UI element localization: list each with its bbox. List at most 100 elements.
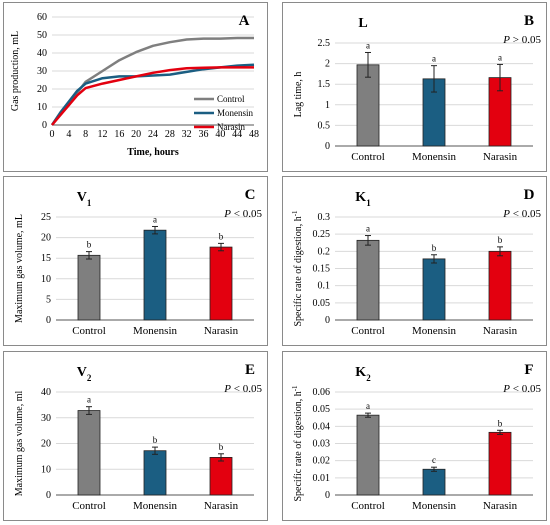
significance-letter: b: [432, 243, 437, 253]
significance-letter: a: [153, 214, 157, 224]
y-tick-label: 0.3: [318, 212, 331, 223]
x-tick-label: 36: [199, 129, 209, 140]
legend-entry: Narasin: [217, 122, 245, 132]
y-tick-label: 1: [325, 100, 330, 111]
x-tick-label: Monensin: [412, 500, 457, 512]
bar-narasin: [209, 246, 233, 321]
x-tick-label: Narasin: [483, 151, 518, 163]
y-tick-label: 0.01: [313, 473, 331, 484]
y-tick-label: 20: [37, 84, 47, 95]
p-value: P > 0.05: [502, 34, 541, 46]
y-tick-label: 0.03: [313, 439, 331, 450]
x-tick-label: 28: [165, 129, 175, 140]
significance-letter: b: [498, 235, 503, 245]
bar-narasin: [488, 250, 512, 321]
bar-narasin: [209, 457, 233, 496]
y-tick-label: 40: [37, 48, 47, 59]
y-tick-label: 0: [325, 141, 330, 152]
x-tick-label: Narasin: [204, 325, 239, 337]
y-tick-label: 0.1: [318, 281, 331, 292]
y-tick-label: 10: [37, 102, 47, 113]
panel-letter: C: [245, 187, 256, 203]
y-tick-label: 1.5: [318, 79, 331, 90]
y-tick-label: 25: [41, 212, 51, 223]
significance-letter: a: [366, 224, 370, 234]
y-tick-label: 0.15: [313, 264, 331, 275]
legend-entry: Monensin: [217, 108, 254, 118]
y-axis-title: Gas production, mL: [10, 31, 21, 111]
y-tick-label: 0.06: [313, 387, 331, 398]
y-tick-label: 0.5: [318, 120, 331, 131]
legend-entry: Control: [217, 94, 245, 104]
y-tick-label: 30: [37, 66, 47, 77]
panel-c: 0 5 10 15 20 25 b Control a Monensin b Narasin Maxim…: [3, 176, 268, 346]
bar-monensin: [143, 450, 167, 496]
p-value: P < 0.05: [502, 208, 541, 220]
x-tick-label: 4: [66, 129, 71, 140]
y-tick-label: 30: [41, 413, 51, 424]
significance-letter: a: [366, 40, 370, 50]
panel-title-sub: 1: [87, 198, 92, 208]
x-tick-label: 8: [83, 129, 88, 140]
chart-c-svg: 0 5 10 15 20 25 b Control a Monensin b Narasin Maxim…: [14, 187, 262, 337]
panel-a: 0 10 20 30 40 50 60 0 4 8 12 16 20 24 28 32 36 40 44 48 Cont…: [3, 2, 268, 172]
bar-monensin: [143, 229, 167, 321]
y-tick-label: 0.25: [313, 229, 331, 240]
x-tick-label: Narasin: [204, 500, 239, 512]
x-axis-title: Time, hours: [127, 147, 179, 158]
significance-letter: a: [498, 52, 502, 62]
x-tick-label: Control: [72, 325, 106, 337]
chart-b-svg: 0 0.5 1 1.5 2 2.5 a Control a Monensin a Narasin Lag…: [293, 13, 541, 163]
y-tick-label: 60: [37, 12, 47, 23]
p-value-symbol: P: [223, 208, 231, 220]
bar-monensin: [422, 468, 446, 496]
panel-title: L: [358, 16, 367, 31]
panel-letter: D: [524, 187, 535, 203]
p-value: P < 0.05: [223, 383, 262, 395]
significance-letter: a: [366, 401, 370, 411]
panel-title-sub: 1: [366, 198, 371, 208]
significance-letter: c: [432, 455, 436, 465]
panel-letter: F: [524, 362, 533, 378]
y-axis-title-sup: -1: [291, 385, 299, 391]
panel-d: 0 0.05 0.1 0.15 0.2 0.25 0.3 a Control b Monensin b…: [282, 176, 547, 346]
y-tick-label: 0.05: [313, 298, 331, 309]
chart-f-svg: 0 0.01 0.02 0.03 0.04 0.05 0.06 a Control c Monens…: [291, 362, 541, 512]
y-tick-label: 20: [41, 439, 51, 450]
x-tick-label: 12: [98, 129, 108, 140]
y-tick-label: 0.2: [318, 246, 331, 257]
y-tick-label: 0.04: [313, 421, 331, 432]
panel-e: 0 10 20 30 40 a Control b Monensin b Narasin Maximu…: [3, 351, 268, 521]
x-tick-label: 24: [148, 129, 158, 140]
y-tick-label: 0: [46, 490, 51, 501]
bar-control: [356, 414, 380, 496]
panel-title-sub: 2: [366, 373, 371, 383]
x-tick-label: 20: [131, 129, 141, 140]
significance-letter: b: [219, 442, 224, 452]
significance-letter: b: [498, 418, 503, 428]
panel-title: V1: [77, 190, 92, 208]
y-axis-title-sup: -1: [291, 210, 299, 216]
panel-title-sub: 2: [87, 373, 92, 383]
y-axis-title: Specific rate of digestion, h-1: [291, 385, 304, 502]
x-tick-label: 16: [114, 129, 124, 140]
y-tick-label: 2: [325, 59, 330, 70]
x-tick-label: 40: [215, 129, 225, 140]
series-line-narasin: [51, 66, 254, 126]
y-tick-label: 0: [325, 490, 330, 501]
panel-f: 0 0.01 0.02 0.03 0.04 0.05 0.06 a Control c Monens…: [282, 351, 547, 521]
significance-letter: b: [87, 240, 92, 250]
x-tick-label: 48: [249, 129, 259, 140]
y-axis-title: Maximum gas volume, ml: [14, 391, 25, 497]
bar-control: [356, 239, 380, 321]
p-value-symbol: P: [502, 383, 510, 395]
x-tick-label: Monensin: [412, 325, 457, 337]
panel-title: K2: [355, 365, 371, 383]
x-tick-label: 32: [182, 129, 192, 140]
x-tick-label: 0: [50, 129, 55, 140]
x-tick-label: Control: [351, 325, 385, 337]
y-tick-label: 40: [41, 387, 51, 398]
significance-letter: a: [432, 54, 436, 64]
y-tick-label: 0.05: [313, 404, 331, 415]
